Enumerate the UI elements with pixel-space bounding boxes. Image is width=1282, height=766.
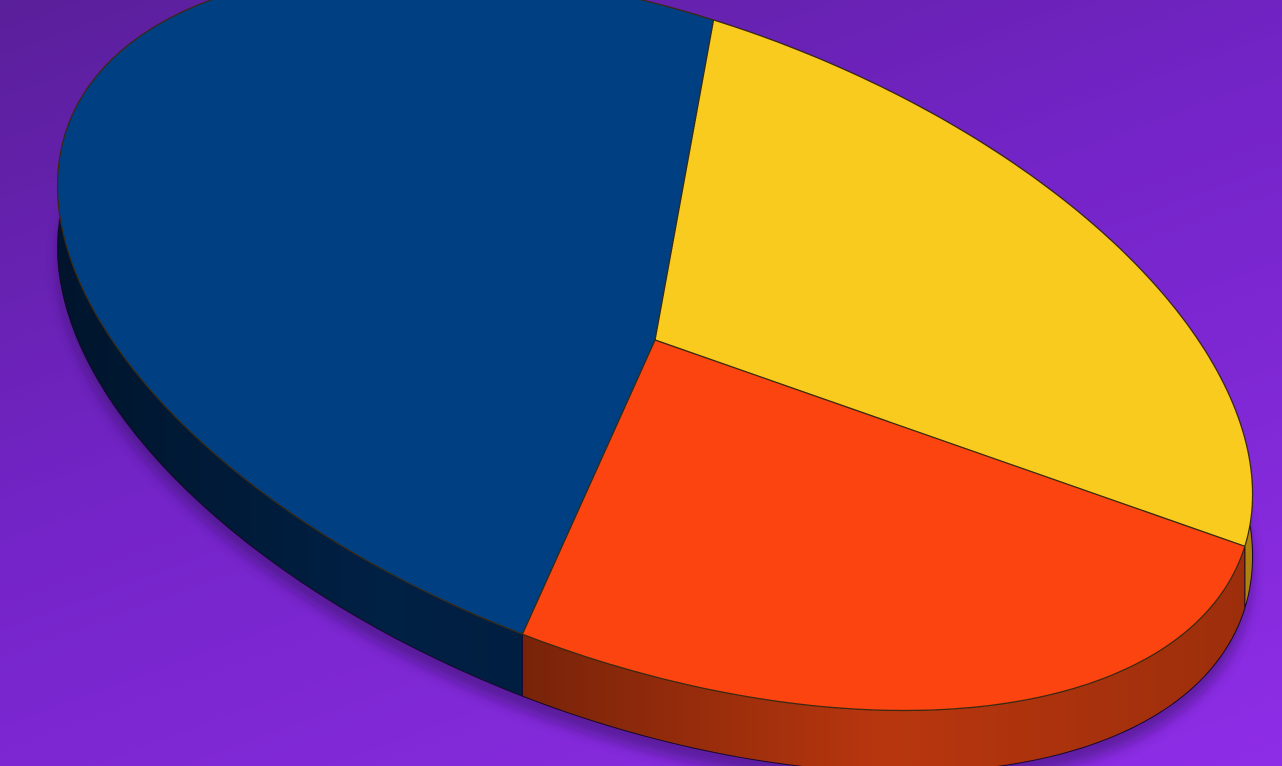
pie-slice-side-shade-2 <box>522 546 1245 766</box>
pie-slice-3 <box>56 0 715 635</box>
pie-slice-1 <box>654 19 1254 547</box>
pie-tops <box>56 0 1254 712</box>
pie-slice-2 <box>521 339 1246 712</box>
